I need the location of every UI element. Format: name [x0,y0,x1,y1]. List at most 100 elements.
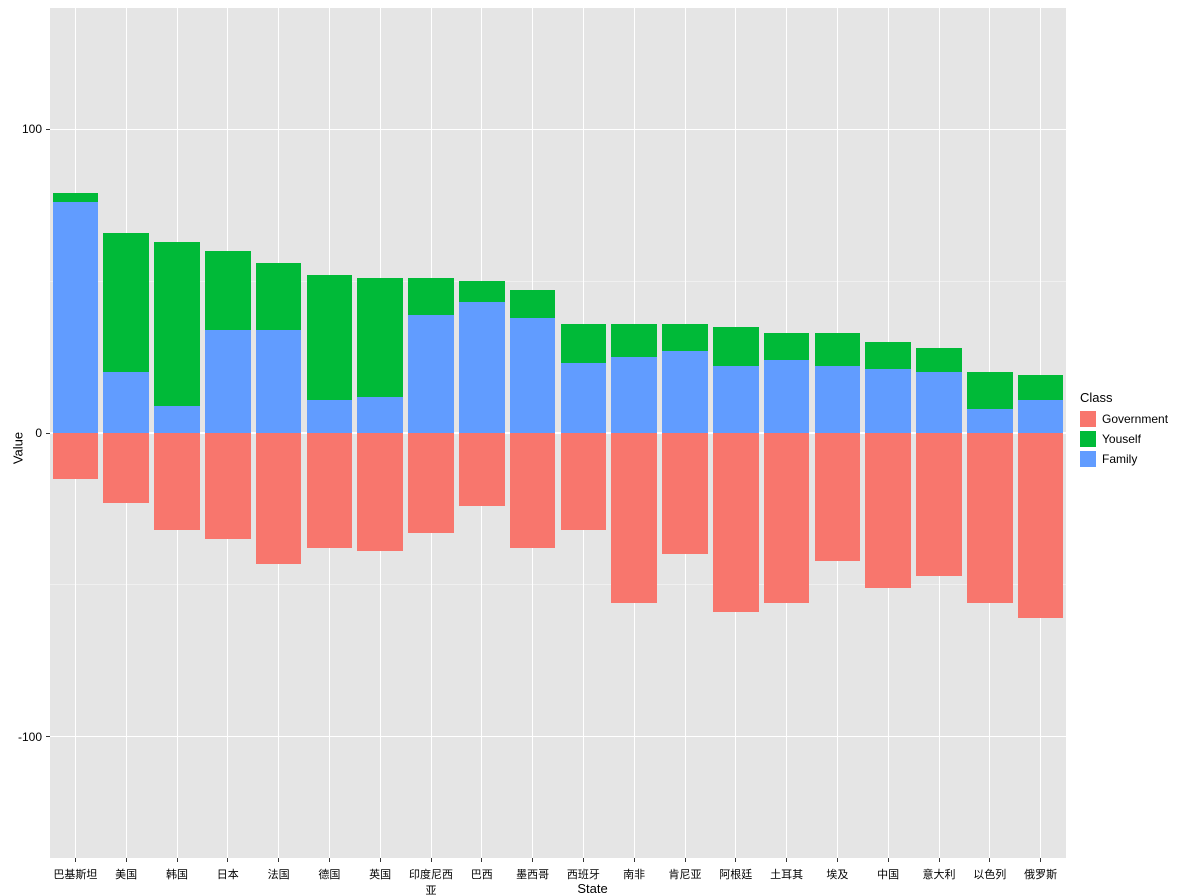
x-tick-label: 巴西 [456,866,507,882]
x-tick-mark [786,858,787,862]
bar-segment [611,324,657,357]
x-tick-label: 韩国 [152,866,203,882]
bar-segment [611,357,657,433]
x-tick-mark [735,858,736,862]
bar-segment [916,348,962,372]
y-tick-label: 0 [2,426,42,440]
bars-layer [50,8,1066,858]
x-tick-label: 俄罗斯 [1015,866,1066,882]
x-tick-mark [583,858,584,862]
x-tick-label: 巴基斯坦 [50,866,101,882]
y-tick-label: -100 [2,730,42,744]
x-tick-mark [685,858,686,862]
bar-segment [459,433,505,506]
legend-label: Youself [1102,432,1141,446]
x-axis-title: State [577,881,607,896]
bar-segment [154,433,200,530]
x-tick-mark [1040,858,1041,862]
x-tick-label: 墨西哥 [507,866,558,882]
x-tick-mark [380,858,381,862]
x-tick-mark [278,858,279,862]
bar-segment [459,302,505,433]
x-tick-label: 南非 [609,866,660,882]
bar-segment [1018,375,1064,399]
chart-container: Value State -1000100 巴基斯坦美国韩国日本法国德国英国印度尼… [0,0,1185,896]
x-tick-label: 西班牙 [558,866,609,882]
y-tick-mark [46,129,50,130]
x-tick-label: 土耳其 [761,866,812,882]
x-tick-mark [837,858,838,862]
bar-segment [205,330,251,433]
bar-segment [103,372,149,433]
legend-swatch [1080,411,1096,427]
bar-segment [53,202,99,433]
bar-segment [815,333,861,366]
bar-segment [662,351,708,433]
y-tick-label: 100 [2,122,42,136]
x-tick-label: 肯尼亚 [660,866,711,882]
bar-segment [865,433,911,588]
bar-segment [510,433,556,548]
bar-segment [307,400,353,433]
bar-segment [713,327,759,366]
legend-item: Family [1080,451,1168,467]
x-tick-mark [177,858,178,862]
y-tick-mark [46,736,50,737]
bar-segment [1018,433,1064,618]
legend-swatch [1080,431,1096,447]
x-tick-mark [634,858,635,862]
bar-segment [967,409,1013,433]
x-tick-label: 意大利 [914,866,965,882]
bar-segment [764,433,810,603]
bar-segment [561,324,607,363]
legend-label: Family [1102,452,1137,466]
bar-segment [53,193,99,202]
bar-segment [967,433,1013,603]
x-tick-mark [431,858,432,862]
bar-segment [561,433,607,530]
bar-segment [307,433,353,548]
x-tick-label: 中国 [863,866,914,882]
legend: Class GovernmentYouselfFamily [1080,390,1168,471]
x-tick-label: 阿根廷 [710,866,761,882]
bar-segment [611,433,657,603]
bar-segment [53,433,99,479]
bar-segment [205,251,251,330]
bar-segment [103,433,149,503]
bar-segment [510,318,556,433]
legend-item: Government [1080,411,1168,427]
bar-segment [764,360,810,433]
bar-segment [764,333,810,360]
x-tick-label: 以色列 [964,866,1015,882]
x-tick-label: 德国 [304,866,355,882]
x-tick-label: 美国 [101,866,152,882]
bar-segment [205,433,251,539]
x-tick-mark [888,858,889,862]
bar-segment [662,433,708,554]
bar-segment [713,433,759,612]
bar-segment [408,315,454,433]
bar-segment [357,397,403,433]
bar-segment [916,372,962,433]
x-tick-label: 法国 [253,866,304,882]
bar-segment [916,433,962,576]
bar-segment [154,406,200,433]
x-tick-mark [227,858,228,862]
legend-swatch [1080,451,1096,467]
bar-segment [357,278,403,396]
x-tick-mark [989,858,990,862]
bar-segment [307,275,353,399]
x-tick-mark [532,858,533,862]
bar-segment [256,433,302,564]
bar-segment [256,330,302,433]
x-tick-mark [75,858,76,862]
legend-item: Youself [1080,431,1168,447]
y-tick-mark [46,433,50,434]
x-tick-label: 埃及 [812,866,863,882]
bar-segment [713,366,759,433]
bar-segment [561,363,607,433]
legend-label: Government [1102,412,1168,426]
bar-segment [256,263,302,330]
x-tick-label: 英国 [355,866,406,882]
bar-segment [510,290,556,317]
